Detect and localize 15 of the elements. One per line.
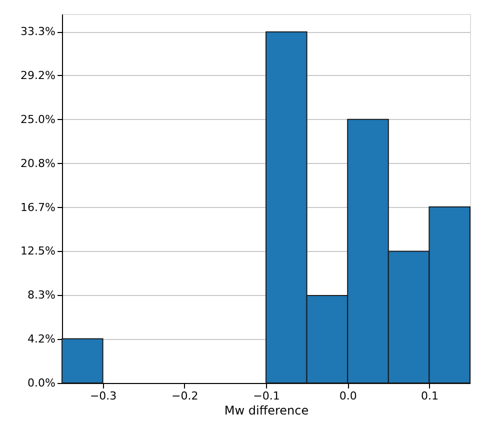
x-tick-label: 0.1 xyxy=(420,390,438,402)
y-tick-label: 8.3% xyxy=(28,288,56,302)
x-tick-label: −0.3 xyxy=(90,390,117,402)
x-tick-label: 0.0 xyxy=(339,390,357,402)
y-tick-label: 25.0% xyxy=(20,112,56,126)
y-tick-label: 0.0% xyxy=(28,376,56,390)
y-tick-label: 12.5% xyxy=(20,244,56,258)
y-tick-label: 16.7% xyxy=(20,200,56,214)
y-tick-label: 33.3% xyxy=(20,25,56,38)
x-axis-title: Mw difference xyxy=(224,404,309,418)
x-tick-label: −0.2 xyxy=(172,390,198,402)
y-tick-label: 4.2% xyxy=(28,332,56,346)
x-tick-label: −0.1 xyxy=(253,390,280,402)
y-tick-label: 20.8% xyxy=(20,156,56,170)
y-tick-label: 29.2% xyxy=(20,68,56,82)
